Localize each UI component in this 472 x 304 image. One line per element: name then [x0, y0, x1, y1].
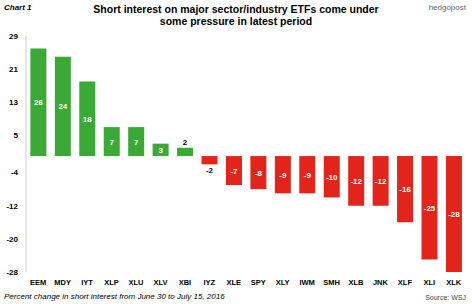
svg-text:-20: -20: [8, 235, 19, 244]
svg-text:MDY: MDY: [54, 278, 71, 287]
svg-text:5: 5: [14, 131, 19, 140]
html-text:Source: WSJ: Source: WSJ: [425, 294, 466, 301]
svg-text:3: 3: [158, 146, 163, 155]
svg-text:-28: -28: [8, 268, 19, 277]
svg-text:-10: -10: [326, 173, 338, 182]
svg-text:-7: -7: [230, 167, 238, 176]
svg-text:XLU: XLU: [129, 278, 144, 287]
svg-text:-4: -4: [11, 168, 19, 177]
svg-text:26: 26: [34, 98, 43, 107]
svg-text:SMH: SMH: [323, 278, 340, 287]
svg-text:XLK: XLK: [446, 278, 462, 287]
svg-text:13: 13: [9, 98, 18, 107]
svg-text:-12: -12: [8, 202, 19, 211]
svg-text:24: 24: [58, 102, 67, 111]
svg-text:-12: -12: [350, 177, 362, 186]
html-text:hedgopost: hedgopost: [428, 3, 466, 12]
html-text:Short interest on major sector: Short interest on major sector/industry …: [93, 3, 379, 27]
svg-text:XLE: XLE: [226, 278, 241, 287]
svg-text:XLV: XLV: [153, 278, 167, 287]
svg-text:29: 29: [9, 32, 18, 41]
svg-text:XLY: XLY: [276, 278, 290, 287]
svg-text:XLF: XLF: [398, 278, 413, 287]
svg-text:18: 18: [83, 115, 92, 124]
svg-text:EEM: EEM: [30, 278, 46, 287]
svg-text:IYZ: IYZ: [203, 278, 215, 287]
svg-text:7: 7: [110, 138, 115, 147]
html-text:Percent change in short intere: Percent change in short interest from Ju…: [4, 292, 225, 301]
svg-text:-28: -28: [448, 210, 460, 219]
svg-text:XBI: XBI: [179, 278, 192, 287]
svg-text:-9: -9: [304, 171, 312, 180]
svg-text:XLB: XLB: [349, 278, 365, 287]
svg-text:-9: -9: [279, 171, 287, 180]
svg-text:-25: -25: [424, 204, 436, 213]
svg-text:IYT: IYT: [81, 278, 93, 287]
svg-text:-12: -12: [375, 177, 387, 186]
html-text:Chart 1: Chart 1: [4, 3, 32, 12]
svg-text:21: 21: [9, 65, 18, 74]
svg-text:-16: -16: [399, 185, 411, 194]
svg-text:JNK: JNK: [373, 278, 389, 287]
svg-text:SPY: SPY: [251, 278, 266, 287]
svg-text:-8: -8: [255, 169, 263, 178]
svg-text:2: 2: [183, 138, 188, 147]
svg-text:7: 7: [134, 138, 139, 147]
svg-text:XLI: XLI: [423, 278, 435, 287]
svg-text:IWM: IWM: [299, 278, 314, 287]
svg-text:-2: -2: [206, 166, 214, 175]
svg-text:XLP: XLP: [104, 278, 119, 287]
